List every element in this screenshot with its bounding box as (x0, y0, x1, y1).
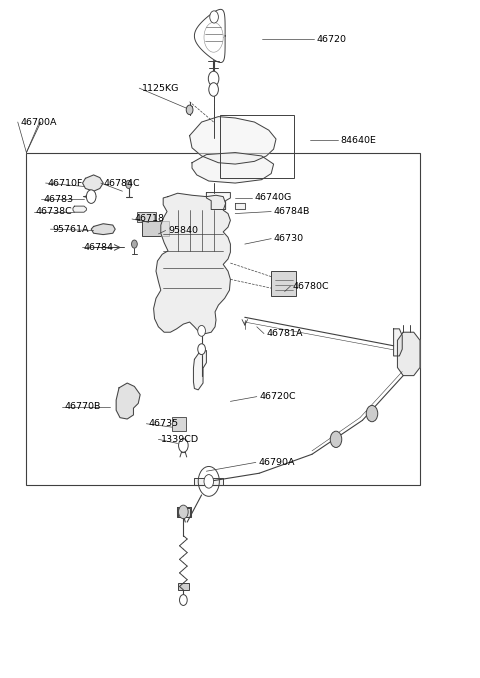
Bar (142, 221, 169, 236)
Polygon shape (116, 383, 140, 419)
Bar (220, 115, 294, 178)
Circle shape (204, 475, 214, 488)
Polygon shape (192, 153, 274, 183)
Circle shape (208, 71, 219, 86)
Text: 46780C: 46780C (293, 281, 329, 291)
Circle shape (198, 344, 205, 355)
Bar (271, 271, 296, 296)
Text: 46700A: 46700A (20, 117, 57, 127)
Circle shape (366, 405, 378, 422)
Bar (26, 153, 420, 485)
Text: 95761A: 95761A (53, 224, 89, 234)
Circle shape (210, 11, 218, 23)
Text: 46783: 46783 (43, 195, 73, 204)
Bar (137, 212, 156, 222)
Text: 46738C: 46738C (36, 207, 73, 216)
Circle shape (86, 190, 96, 203)
Polygon shape (206, 193, 230, 210)
Polygon shape (177, 507, 191, 517)
Circle shape (209, 83, 218, 96)
Text: 46710F: 46710F (48, 178, 84, 188)
Bar (172, 417, 186, 431)
Text: 46740G: 46740G (254, 193, 292, 203)
Circle shape (330, 431, 342, 447)
Polygon shape (194, 478, 223, 485)
Text: 46720: 46720 (317, 35, 347, 44)
Text: 46720C: 46720C (259, 392, 296, 401)
Polygon shape (193, 351, 206, 390)
Circle shape (198, 325, 205, 336)
Polygon shape (154, 193, 230, 334)
Text: 46781A: 46781A (266, 329, 303, 338)
Polygon shape (190, 117, 276, 164)
Text: 84640E: 84640E (341, 136, 377, 145)
Polygon shape (73, 206, 86, 212)
Text: 46735: 46735 (149, 419, 179, 428)
Text: 46718: 46718 (134, 214, 164, 224)
Bar (178, 583, 189, 590)
Text: 46784B: 46784B (274, 207, 310, 216)
Circle shape (126, 180, 132, 188)
Polygon shape (91, 224, 115, 235)
Text: 1125KG: 1125KG (142, 83, 179, 93)
Circle shape (180, 595, 187, 605)
Polygon shape (235, 203, 245, 209)
Circle shape (179, 505, 188, 519)
Polygon shape (397, 332, 420, 376)
Text: 46784C: 46784C (103, 178, 140, 188)
Text: 46730: 46730 (274, 234, 304, 243)
Polygon shape (394, 329, 402, 356)
Bar (178, 508, 190, 517)
Text: 46770B: 46770B (65, 402, 101, 412)
Circle shape (179, 439, 188, 452)
Polygon shape (83, 175, 103, 191)
Text: 1339CD: 1339CD (161, 435, 199, 444)
Circle shape (132, 240, 137, 248)
Circle shape (186, 105, 193, 115)
Text: 46784: 46784 (84, 243, 114, 252)
Text: 95840: 95840 (168, 226, 198, 235)
Text: 46790A: 46790A (258, 458, 295, 467)
